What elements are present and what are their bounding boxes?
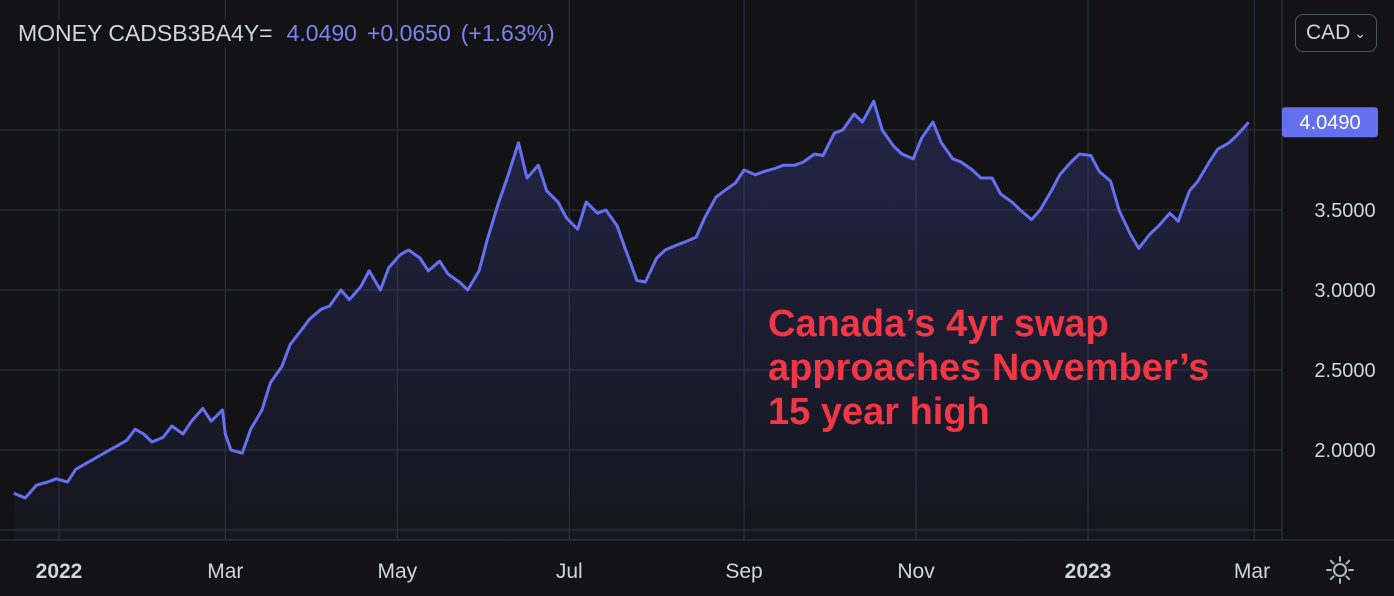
x-tick-label: May [377, 560, 417, 583]
symbol-legend: MONEY CADSB3BA4Y= 4.0490 +0.0650 (+1.63%… [18, 18, 555, 48]
change-percent: (+1.63%) [460, 19, 555, 46]
x-tick-label: Mar [207, 560, 243, 583]
chart-annotation: Canada’s 4yr swap approaches November’s … [768, 302, 1209, 434]
last-price-tag: 4.0490 [1282, 107, 1378, 138]
x-tick-label: Mar [1234, 560, 1270, 583]
x-tick-label: 2022 [36, 560, 83, 583]
last-price-value: 4.0490 [1299, 112, 1360, 134]
annotation-line-3: 15 year high [768, 391, 990, 433]
series-line [13, 99, 1250, 500]
chevron-down-icon: ⌄ [1354, 24, 1367, 41]
series-area [13, 101, 1249, 540]
annotation-line-1: Canada’s 4yr swap [768, 303, 1109, 345]
x-tick-label: 2023 [1065, 560, 1112, 583]
y-tick-label: 2.0000 [1314, 440, 1375, 462]
time-axis[interactable]: 2022 Mar May Jul Sep Nov 2023 Mar [36, 560, 1270, 583]
x-tick-label: Nov [897, 560, 935, 583]
current-value: 4.0490 [286, 19, 357, 46]
price-axis[interactable]: 2.0000 2.5000 3.0000 3.5000 [1314, 200, 1375, 462]
last-price-tag-bg [1282, 107, 1378, 138]
y-tick-label: 3.0000 [1314, 280, 1375, 302]
change-value: +0.0650 [366, 19, 451, 46]
symbol-name[interactable]: MONEY CADSB3BA4Y= [18, 19, 277, 47]
x-tick-label: Jul [556, 560, 583, 583]
settings-gear-icon[interactable] [1324, 554, 1356, 586]
currency-label: CAD [1305, 21, 1351, 44]
x-tick-label: Sep [725, 560, 762, 583]
currency-dropdown-button[interactable]: CAD ⌄ [1295, 14, 1377, 52]
y-tick-label: 2.5000 [1314, 360, 1375, 382]
annotation-line-2: approaches November’s [768, 347, 1210, 389]
y-tick-label: 3.5000 [1314, 200, 1375, 222]
